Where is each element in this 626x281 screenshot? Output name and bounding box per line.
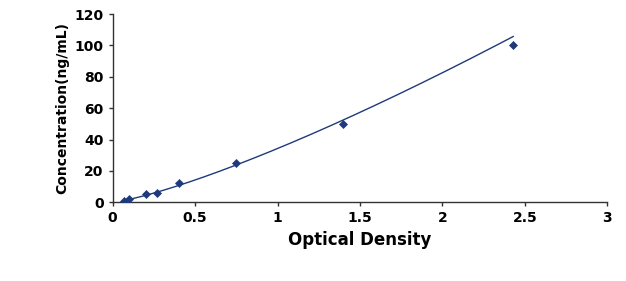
Y-axis label: Concentration(ng/mL): Concentration(ng/mL) — [55, 22, 69, 194]
X-axis label: Optical Density: Optical Density — [288, 231, 432, 249]
